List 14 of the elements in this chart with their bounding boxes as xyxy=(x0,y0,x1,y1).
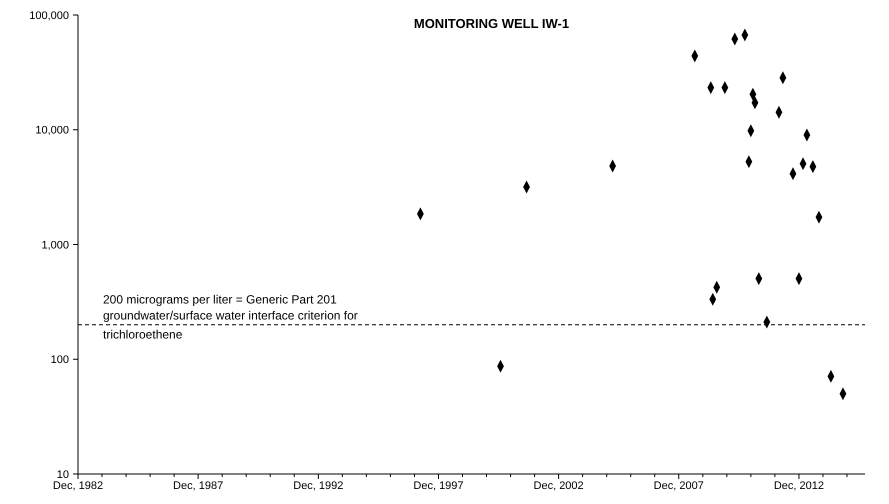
x-tick-label: Dec, 1982 xyxy=(52,480,104,492)
x-tick-label: Dec, 1987 xyxy=(173,480,224,492)
y-tick-label: 10,000 xyxy=(35,124,69,137)
chart-title: MONITORING WELL IW-1 xyxy=(414,16,570,31)
x-tick-label: Dec, 2002 xyxy=(534,480,584,492)
x-tick-label: Dec, 2012 xyxy=(774,480,824,492)
y-tick-label: 100,000 xyxy=(29,10,69,22)
x-tick-label: Dec, 1992 xyxy=(293,480,344,492)
y-tick-label: 10 xyxy=(56,468,69,481)
y-tick-label: 100 xyxy=(50,354,69,366)
x-tick-label: Dec, 1997 xyxy=(413,480,464,492)
x-tick-label: Dec, 2007 xyxy=(654,480,704,492)
y-tick-label: 1,000 xyxy=(41,239,69,252)
ref-line-label: 200 micrograms per liter = Generic Part 201 groundwater/surface water interface criterion for trichloroethene xyxy=(103,292,358,342)
